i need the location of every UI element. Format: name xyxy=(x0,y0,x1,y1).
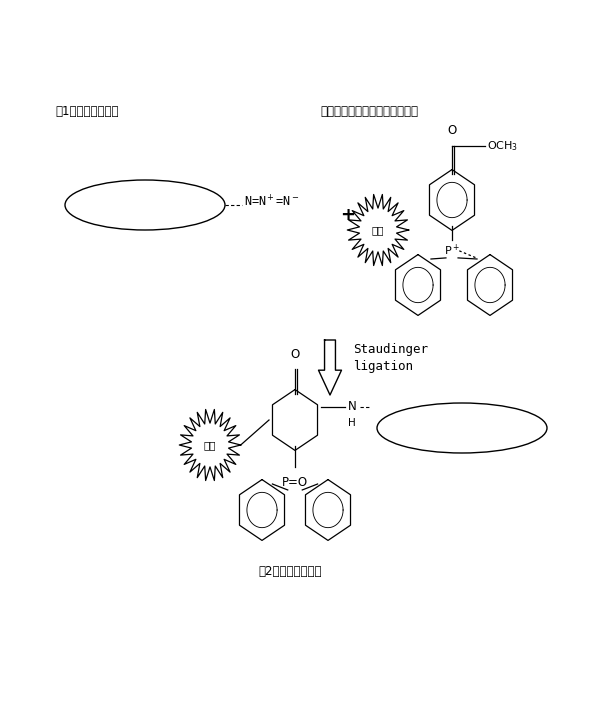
Text: Staudinger
ligation: Staudinger ligation xyxy=(353,343,428,373)
Text: 蛍光: 蛍光 xyxy=(371,225,384,235)
Text: +: + xyxy=(341,206,356,224)
Text: N=N$^+$=N$^-$: N=N$^+$=N$^-$ xyxy=(244,194,300,210)
Text: 第1の非天然蛋白質: 第1の非天然蛋白質 xyxy=(55,105,119,118)
Text: N: N xyxy=(348,401,357,413)
Text: O: O xyxy=(290,347,299,361)
Text: H: H xyxy=(348,418,356,428)
Text: P$^+$: P$^+$ xyxy=(444,243,460,259)
Text: O: O xyxy=(447,124,457,137)
Text: トリアリールホスフィン誘導体: トリアリールホスフィン誘導体 xyxy=(320,105,418,118)
Text: 蛍光: 蛍光 xyxy=(204,440,216,450)
Text: 第2の非天然蛋白質: 第2の非天然蛋白質 xyxy=(258,565,322,578)
Text: P=O: P=O xyxy=(282,476,308,489)
Text: OCH$_3$: OCH$_3$ xyxy=(487,139,518,152)
Polygon shape xyxy=(319,340,342,395)
